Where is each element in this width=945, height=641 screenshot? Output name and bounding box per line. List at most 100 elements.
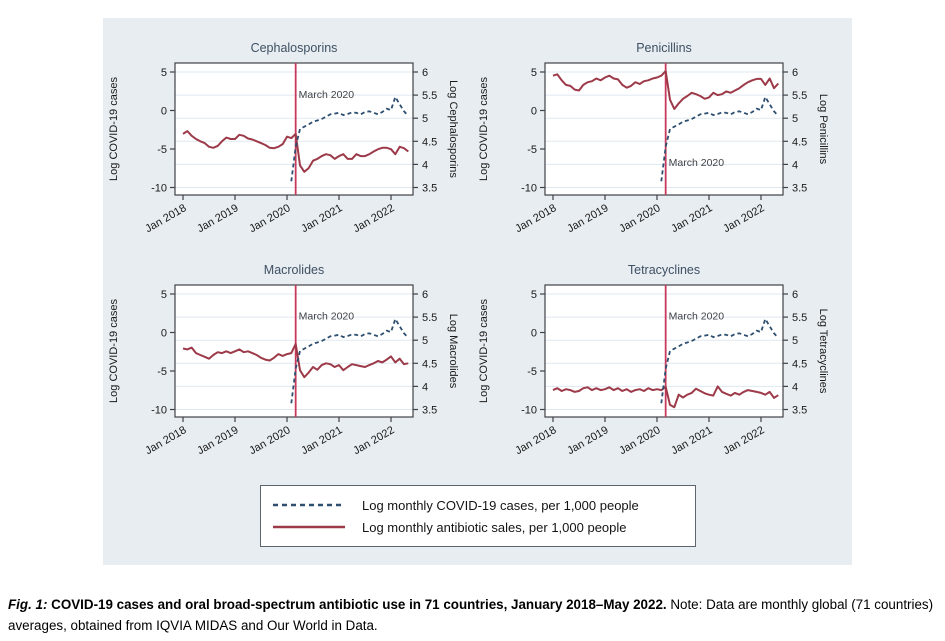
left-tick-label: -10 — [521, 405, 537, 417]
figure-caption: Fig. 1: COVID-19 cases and oral broad-sp… — [8, 595, 942, 637]
x-tick-label: Jan 2018 — [143, 424, 188, 457]
right-axis-title: Log Tetracyclines — [817, 309, 829, 394]
left-tick-label: -10 — [151, 183, 167, 195]
right-tick-label: 3.5 — [422, 405, 437, 417]
x-tick-label: Jan 2019 — [565, 424, 610, 457]
x-tick-label: Jan 2018 — [513, 202, 558, 235]
right-tick-label: 5 — [792, 335, 798, 347]
x-tick-label: Jan 2020 — [617, 202, 662, 235]
plot-border — [174, 284, 414, 418]
antibiotic-line — [552, 70, 780, 110]
plot-border — [544, 62, 784, 196]
right-tick-label: 4 — [792, 381, 798, 393]
left-tick-label: 0 — [531, 328, 537, 340]
right-axis-title: Log Macrolides — [447, 314, 459, 389]
plot-area — [175, 63, 413, 195]
x-tick-label: Jan 2020 — [617, 424, 662, 457]
plot-border — [544, 284, 784, 418]
left-tick-label: 5 — [531, 67, 537, 79]
panel-title: Tetracyclines — [628, 263, 700, 277]
x-tick-label: Jan 2022 — [351, 202, 396, 235]
right-tick-label: 4.5 — [422, 136, 437, 148]
left-tick-label: -10 — [521, 183, 537, 195]
left-tick-label: 0 — [531, 106, 537, 118]
x-tick-label: Jan 2018 — [143, 202, 188, 235]
x-tick-label: Jan 2021 — [669, 202, 714, 235]
right-tick-label: 3.5 — [792, 405, 807, 417]
right-tick-label: 5.5 — [422, 312, 437, 324]
solid-line-sample — [273, 525, 345, 529]
right-tick-label: 4.5 — [792, 358, 807, 370]
left-tick-label: -10 — [151, 405, 167, 417]
left-tick-label: 5 — [161, 67, 167, 79]
left-tick-label: 0 — [161, 328, 167, 340]
legend-item-antibiotic: Log monthly antibiotic sales, per 1,000 … — [271, 520, 695, 535]
plot-area — [175, 285, 413, 417]
left-tick-label: -5 — [527, 366, 537, 378]
left-tick-label: -5 — [527, 144, 537, 156]
left-axis-title: Log COVID-19 cases — [108, 299, 120, 403]
march-2020-label: March 2020 — [669, 157, 725, 169]
right-axis-title: Log Penicillins — [817, 94, 829, 165]
left-tick-label: 0 — [161, 106, 167, 118]
right-tick-label: 6 — [792, 289, 798, 301]
right-tick-label: 3.5 — [792, 183, 807, 195]
left-tick-label: -5 — [157, 366, 167, 378]
legend-box: Log monthly COVID-19 cases, per 1,000 pe… — [260, 485, 696, 547]
x-tick-label: Jan 2020 — [247, 424, 292, 457]
left-axis-title: Log COVID-19 cases — [478, 299, 490, 403]
right-tick-label: 4 — [422, 159, 428, 171]
right-tick-label: 5.5 — [792, 312, 807, 324]
x-tick-label: Jan 2019 — [565, 202, 610, 235]
right-axis-title: Log Cephalosporins — [447, 80, 459, 178]
right-tick-label: 6 — [422, 289, 428, 301]
plot-border — [174, 62, 414, 196]
panel-title: Penicillins — [636, 41, 692, 55]
legend-label-covid: Log monthly COVID-19 cases, per 1,000 pe… — [362, 497, 639, 513]
panel-title: Macrolides — [264, 263, 324, 277]
march-2020-label: March 2020 — [299, 310, 355, 322]
left-tick-label: 5 — [161, 289, 167, 301]
covid-line — [660, 96, 779, 182]
caption-fig-note: Note: Data are monthly global (71 countr… — [8, 597, 934, 634]
march-2020-label: March 2020 — [299, 89, 355, 101]
right-tick-label: 6 — [792, 67, 798, 79]
left-tick-label: -5 — [157, 144, 167, 156]
left-axis-title: Log COVID-19 cases — [108, 77, 120, 181]
dashed-line-sample — [273, 503, 345, 507]
antibiotic-line — [182, 130, 409, 173]
right-tick-label: 4 — [792, 159, 798, 171]
x-tick-label: Jan 2019 — [195, 424, 240, 457]
march-2020-label: March 2020 — [669, 310, 725, 322]
x-tick-label: Jan 2020 — [247, 202, 292, 235]
right-tick-label: 4.5 — [422, 358, 437, 370]
x-tick-label: Jan 2021 — [669, 424, 714, 457]
right-tick-label: 5.5 — [422, 90, 437, 102]
caption-fig-label: Fig. 1: — [8, 597, 48, 613]
right-tick-label: 5 — [792, 113, 798, 125]
x-tick-label: Jan 2018 — [513, 424, 558, 457]
figure-panel: 5 0 -5 -10 6 5.5 5 4.5 4 3.5 Jan 2018 Jan 2019 Jan 2… — [103, 18, 852, 565]
right-tick-label: 3.5 — [422, 183, 437, 195]
x-tick-label: Jan 2019 — [195, 202, 240, 235]
caption-fig-title: COVID-19 cases and oral broad-spectrum a… — [47, 597, 667, 613]
panel-title: Cephalosporins — [251, 41, 338, 55]
right-tick-label: 5 — [422, 335, 428, 347]
covid-line — [290, 318, 409, 404]
x-tick-label: Jan 2021 — [299, 424, 344, 457]
x-tick-label: Jan 2021 — [299, 202, 344, 235]
covid-line — [290, 96, 409, 182]
right-tick-label: 5 — [422, 113, 428, 125]
antibiotic-line — [552, 385, 779, 409]
antibiotic-line — [182, 342, 409, 379]
covid-line — [660, 318, 779, 404]
right-tick-label: 6 — [422, 67, 428, 79]
x-tick-label: Jan 2022 — [351, 424, 396, 457]
right-tick-label: 4.5 — [792, 136, 807, 148]
x-tick-label: Jan 2022 — [721, 424, 766, 457]
